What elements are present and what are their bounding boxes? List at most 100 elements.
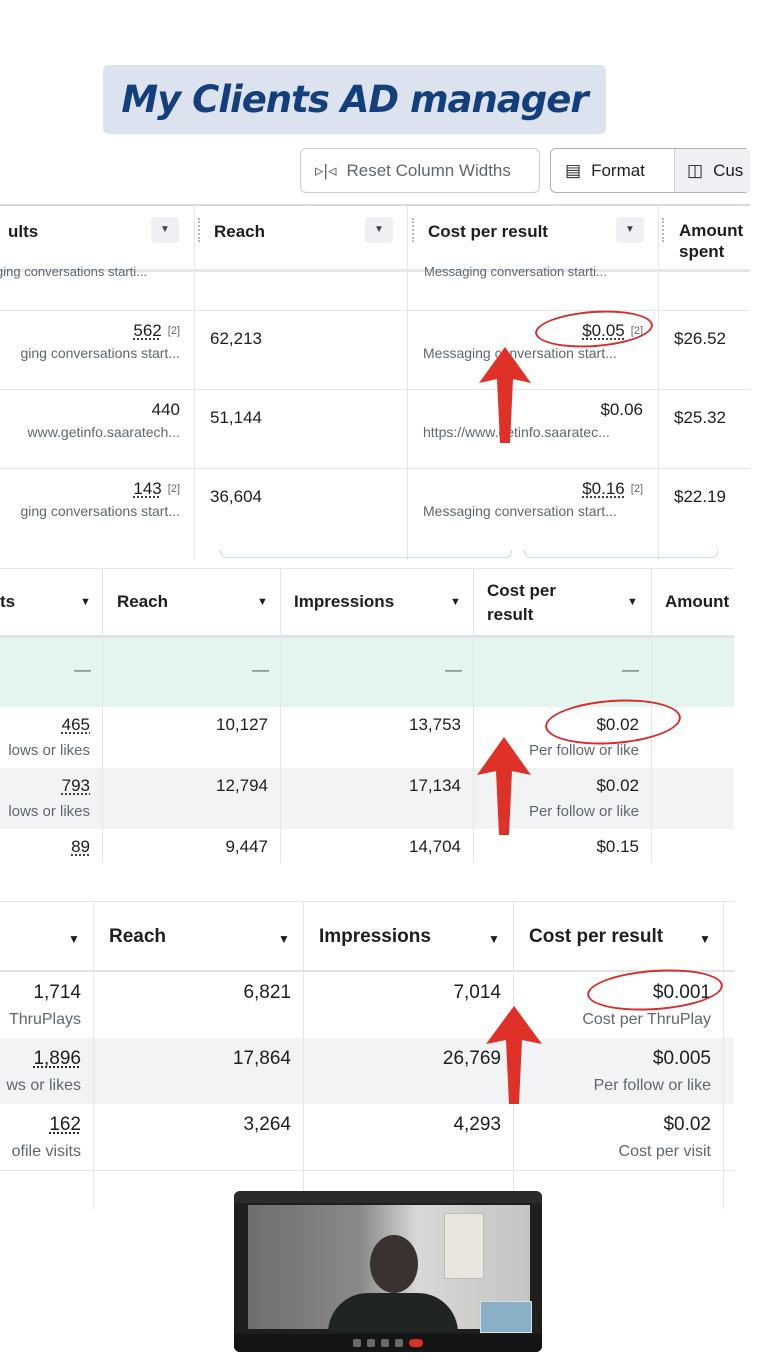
cost-value: $0.15 <box>596 837 639 856</box>
dropdown-caret-icon[interactable]: ▼ <box>151 217 179 243</box>
results-value[interactable]: 143 <box>133 479 162 498</box>
cost-value: $0.06 <box>600 400 643 419</box>
table-row: 143 [2] ging conversations start... 36,60… <box>0 468 750 547</box>
cost-value: $0.005 <box>652 1048 711 1069</box>
column-header-reach[interactable]: Reach <box>117 592 169 611</box>
results-label: ws or likes <box>6 1077 81 1094</box>
dropdown-caret-icon[interactable]: ▼ <box>627 596 638 608</box>
column-header-cost-per-result[interactable]: Cost per result <box>428 222 548 241</box>
page-title: My Clients AD manager <box>121 78 588 121</box>
table-row: 562 [2] ging conversations start... 62,21… <box>0 310 750 389</box>
impressions-value: 26,769 <box>442 1048 501 1069</box>
cost-label: Cost per ThruPlay <box>582 1011 711 1028</box>
cost-value: $0.02 <box>596 715 639 734</box>
share-screen-icon[interactable] <box>381 1339 389 1347</box>
cost-label: Messaging conversation start... <box>423 345 617 361</box>
cutoff-row-text: ging conversations starti... <box>0 264 148 279</box>
results-value[interactable]: 793 <box>61 776 90 795</box>
reach-value: 9,447 <box>225 837 268 856</box>
cost-value[interactable]: $0.05 <box>582 321 625 340</box>
results-value[interactable]: 1,896 <box>33 1048 81 1069</box>
dropdown-caret-icon[interactable]: ▼ <box>80 596 91 608</box>
ads-manager-table-2: ts ▼ Reach ▼ Impressions ▼ Cost per resu… <box>0 568 734 863</box>
cost-value: $0.02 <box>596 776 639 795</box>
results-label: ging conversations start... <box>20 345 180 361</box>
results-value[interactable]: 89 <box>71 837 90 856</box>
column-header-reach[interactable]: Reach <box>109 926 167 947</box>
results-value[interactable]: 440 <box>151 400 180 419</box>
reach-value: 12,794 <box>216 776 268 795</box>
results-value[interactable]: 162 <box>49 1114 81 1135</box>
cost-value: $0.001 <box>652 982 711 1003</box>
mic-icon[interactable] <box>353 1339 361 1347</box>
impressions-value: 14,704 <box>409 837 461 856</box>
participant-video <box>328 1235 458 1333</box>
up-arrow-annotation-icon <box>477 737 531 835</box>
cost-value[interactable]: $0.16 <box>582 479 625 498</box>
column-header-results[interactable]: ts <box>0 592 16 611</box>
reach-value: 17,864 <box>232 1048 291 1069</box>
results-label: lows or likes <box>8 742 90 759</box>
title-banner: My Clients AD manager <box>103 65 606 134</box>
summary-row: — — — — <box>0 635 734 707</box>
format-button[interactable]: ▤ Format ◫ Cus <box>550 148 750 193</box>
results-label: ging conversations start... <box>20 503 180 519</box>
dropdown-caret-icon[interactable]: ▼ <box>616 217 644 243</box>
call-controls <box>234 1334 542 1352</box>
results-value[interactable]: 465 <box>61 715 90 734</box>
end-call-icon[interactable] <box>409 1339 423 1347</box>
results-label: lows or likes <box>8 803 90 820</box>
dropdown-caret-icon[interactable]: ▼ <box>365 217 393 243</box>
reach-value: 3,264 <box>243 1114 291 1135</box>
cost-label: Messaging conversation start... <box>423 503 617 519</box>
amount-value: $25.32 <box>674 408 726 427</box>
column-header-cost-per-result[interactable]: Cost per result <box>487 581 556 624</box>
amount-value: $22.19 <box>674 487 726 506</box>
results-label: ofile visits <box>11 1143 81 1160</box>
results-label: www.getinfo.saaratech... <box>27 424 180 440</box>
impressions-value: 4,293 <box>453 1114 501 1135</box>
dropdown-caret-icon[interactable]: ▼ <box>278 932 290 946</box>
webcam-feed <box>248 1205 530 1333</box>
column-header-cost-per-result[interactable]: Cost per result <box>529 926 664 947</box>
column-header-amount[interactable]: Amount <box>665 592 730 611</box>
dropdown-caret-icon[interactable]: ▼ <box>257 596 268 608</box>
reset-column-widths-button[interactable]: ▹|◃ Reset Column Widths <box>300 148 540 193</box>
up-arrow-annotation-icon <box>486 1006 542 1104</box>
dropdown-caret-icon[interactable]: ▼ <box>450 596 461 608</box>
dropdown-caret-icon[interactable]: ▼ <box>68 932 80 946</box>
column-header-impressions[interactable]: Impressions <box>319 926 431 947</box>
column-header-impressions[interactable]: Impressions <box>294 592 395 611</box>
cost-label: https://www.getinfo.saaratec... <box>423 424 610 440</box>
reach-value: 36,604 <box>210 487 262 506</box>
camera-icon[interactable] <box>367 1339 375 1347</box>
impressions-value: 13,753 <box>409 715 461 734</box>
dropdown-caret-icon[interactable]: ▼ <box>488 932 500 946</box>
reach-value: 51,144 <box>210 408 262 427</box>
customize-columns-button[interactable]: ◫ Cus <box>675 149 750 192</box>
browser-tab-bar <box>234 1191 542 1203</box>
dropdown-caret-icon[interactable]: ▼ <box>699 932 711 946</box>
up-arrow-annotation-icon <box>479 347 531 443</box>
ads-manager-table-3: ▼ Reach ▼ Impressions ▼ Cost per result … <box>0 901 734 1209</box>
reach-value: 6,821 <box>243 982 291 1003</box>
column-header-amount-spent[interactable]: Amount spent <box>679 221 744 261</box>
customize-columns-icon: ◫ <box>687 160 704 180</box>
self-view-video <box>480 1301 532 1333</box>
cost-label: Per follow or like <box>528 803 639 820</box>
results-value[interactable]: 562 <box>133 321 162 340</box>
column-resize-icon: ▹|◃ <box>315 160 337 180</box>
column-header-results[interactable]: ults <box>8 222 39 241</box>
cost-label: Per follow or like <box>528 742 639 759</box>
column-header-reach[interactable]: Reach <box>214 222 266 241</box>
cost-label: Per follow or like <box>593 1077 711 1094</box>
cutoff-row-text: Messaging conversation starti... <box>424 264 607 279</box>
reach-value: 10,127 <box>216 715 268 734</box>
format-table-icon: ▤ <box>565 160 582 180</box>
video-call-thumbnail <box>234 1191 542 1352</box>
impressions-value: 17,134 <box>409 776 461 795</box>
cost-label: Cost per visit <box>618 1143 711 1160</box>
table-row: 440 www.getinfo.saaratech... 51,144 $0.0… <box>0 389 750 468</box>
amount-value: $26.52 <box>674 329 726 348</box>
more-icon[interactable] <box>395 1339 403 1347</box>
